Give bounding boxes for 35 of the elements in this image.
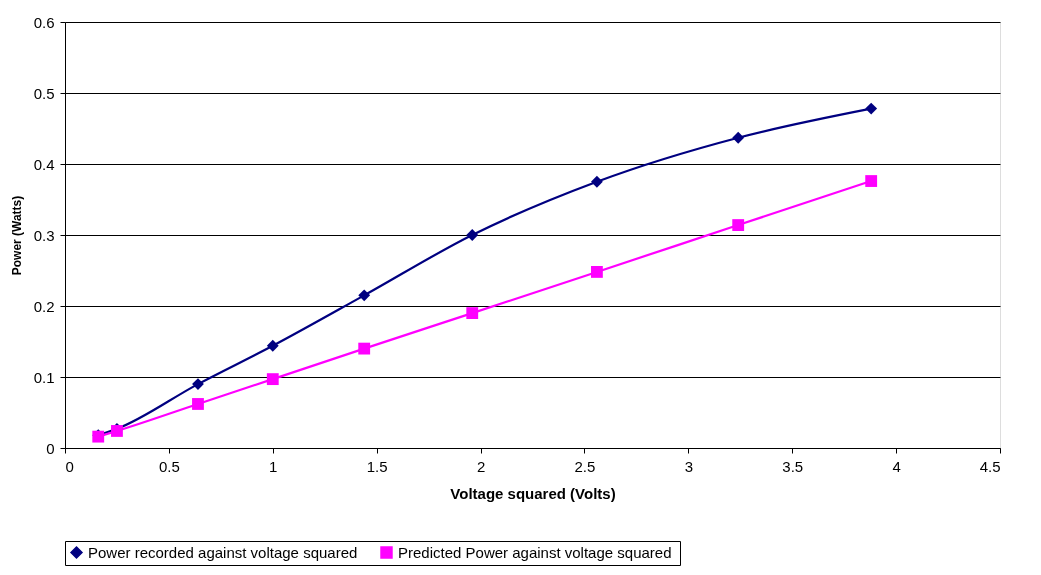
point	[358, 342, 371, 355]
y-tick-label: 0.5	[33, 84, 55, 102]
point	[358, 289, 371, 302]
y-tick-label: 0.1	[33, 368, 55, 386]
point	[732, 131, 745, 144]
x-tick-label: 3	[684, 457, 694, 475]
y-tick-label: 0	[46, 439, 55, 457]
x-tick-label: 3.5	[782, 457, 804, 475]
x-tick-label: 4.5	[979, 457, 1001, 475]
point	[266, 339, 279, 352]
x-tick-label: 4	[892, 457, 901, 475]
point	[865, 102, 878, 115]
x-axis-title: Voltage squared (Volts)	[450, 484, 616, 502]
y-tick-label: 0.3	[33, 226, 55, 244]
legend-label: Power recorded against voltage squared	[88, 543, 358, 561]
point	[466, 229, 479, 241]
y-tick-label: 0.4	[33, 155, 55, 173]
x-tick-label: 0	[65, 457, 74, 475]
x-tick-label: 1.5	[366, 457, 388, 475]
point	[266, 373, 279, 386]
x-tick-label: 1	[269, 457, 278, 475]
point	[591, 175, 603, 188]
legend-label: Predicted Power against voltage squared	[398, 543, 672, 561]
point	[732, 219, 745, 231]
point	[591, 266, 603, 278]
point	[192, 378, 204, 391]
y-tick-label: 0.6	[33, 13, 55, 31]
y-tick-label: 0.2	[33, 297, 55, 315]
x-tick-label: 2.5	[574, 457, 596, 475]
point	[466, 307, 479, 320]
x-tick-label: 0.5	[158, 457, 180, 475]
point	[865, 175, 878, 187]
y-axis-title: Power (Watts)	[9, 195, 24, 276]
x-tick-label: 2	[476, 457, 486, 475]
point	[192, 398, 204, 410]
